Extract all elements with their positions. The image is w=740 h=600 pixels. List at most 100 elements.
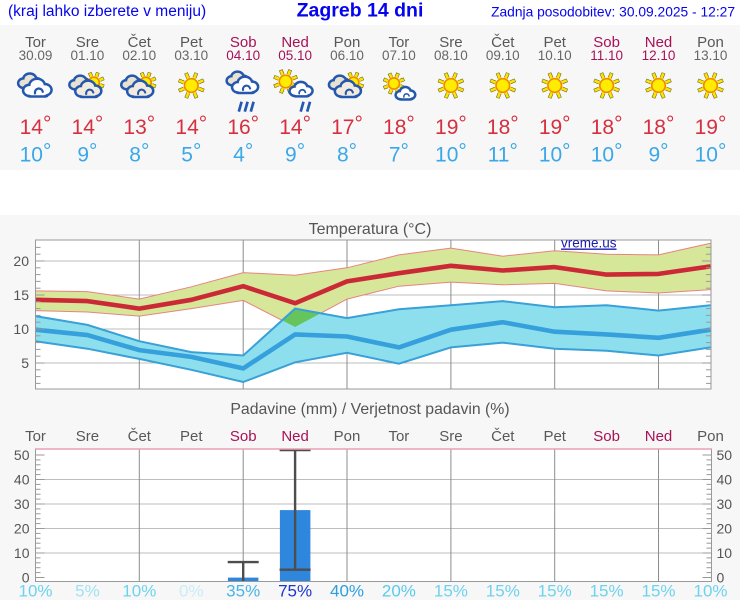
svg-text:10°: 10° bbox=[695, 140, 727, 167]
svg-text:20: 20 bbox=[13, 253, 29, 269]
svg-text:04.10: 04.10 bbox=[226, 48, 260, 63]
svg-text:15%: 15% bbox=[590, 582, 624, 600]
svg-text:17°: 17° bbox=[331, 113, 363, 140]
svg-text:15%: 15% bbox=[538, 582, 572, 600]
svg-text:Čet: Čet bbox=[491, 428, 515, 445]
svg-text:18°: 18° bbox=[383, 113, 415, 140]
svg-text:01.10: 01.10 bbox=[71, 48, 105, 63]
svg-text:Sre: Sre bbox=[439, 428, 462, 445]
svg-text:Pon: Pon bbox=[334, 34, 361, 51]
svg-text:30: 30 bbox=[14, 496, 30, 512]
svg-text:Pon: Pon bbox=[334, 428, 361, 445]
svg-text:15%: 15% bbox=[434, 582, 468, 600]
svg-text:Pon: Pon bbox=[697, 428, 724, 445]
svg-text:5: 5 bbox=[21, 355, 29, 371]
svg-text:Ned: Ned bbox=[281, 428, 309, 445]
svg-text:14°: 14° bbox=[279, 113, 311, 140]
svg-text:75%: 75% bbox=[278, 582, 312, 600]
svg-text:Sre: Sre bbox=[76, 34, 99, 51]
svg-text:10: 10 bbox=[717, 545, 733, 561]
svg-text:10%: 10% bbox=[18, 582, 52, 600]
svg-text:13.10: 13.10 bbox=[694, 48, 728, 63]
svg-text:20: 20 bbox=[14, 521, 30, 537]
svg-text:10°: 10° bbox=[20, 140, 52, 167]
svg-text:18°: 18° bbox=[487, 113, 519, 140]
svg-text:15%: 15% bbox=[486, 582, 520, 600]
svg-text:50: 50 bbox=[717, 447, 733, 463]
svg-text:0: 0 bbox=[717, 570, 725, 586]
svg-text:30: 30 bbox=[717, 496, 733, 512]
svg-text:Ned: Ned bbox=[645, 428, 673, 445]
svg-text:18°: 18° bbox=[643, 113, 675, 140]
svg-text:10.10: 10.10 bbox=[538, 48, 572, 63]
svg-text:19°: 19° bbox=[539, 113, 571, 140]
svg-text:14°: 14° bbox=[20, 113, 52, 140]
svg-text:Sob: Sob bbox=[230, 34, 257, 51]
svg-text:19°: 19° bbox=[435, 113, 467, 140]
svg-text:12.10: 12.10 bbox=[642, 48, 676, 63]
svg-text:Zagreb 14 dni: Zagreb 14 dni bbox=[297, 0, 424, 22]
svg-text:9°: 9° bbox=[648, 140, 668, 167]
svg-text:Ned: Ned bbox=[281, 34, 309, 51]
svg-text:14°: 14° bbox=[72, 113, 104, 140]
svg-text:06.10: 06.10 bbox=[330, 48, 364, 63]
svg-text:Tor: Tor bbox=[388, 34, 409, 51]
svg-text:Sob: Sob bbox=[230, 428, 257, 445]
svg-text:Temperatura (°C): Temperatura (°C) bbox=[309, 221, 432, 238]
svg-text:Pon: Pon bbox=[697, 34, 724, 51]
svg-text:07.10: 07.10 bbox=[382, 48, 416, 63]
svg-text:15%: 15% bbox=[641, 582, 675, 600]
svg-text:Pet: Pet bbox=[543, 34, 566, 51]
svg-text:7°: 7° bbox=[389, 140, 409, 167]
svg-text:09.10: 09.10 bbox=[486, 48, 520, 63]
svg-text:Tor: Tor bbox=[25, 428, 46, 445]
svg-text:10: 10 bbox=[14, 545, 30, 561]
svg-text:13°: 13° bbox=[123, 113, 155, 140]
svg-text:Zadnja posodobitev: 30.09.2025: Zadnja posodobitev: 30.09.2025 - 12:27 bbox=[491, 5, 735, 20]
svg-text:03.10: 03.10 bbox=[174, 48, 208, 63]
svg-text:0%: 0% bbox=[179, 582, 204, 600]
svg-text:Čet: Čet bbox=[128, 428, 152, 445]
svg-text:10: 10 bbox=[13, 321, 29, 337]
svg-text:vreme.us: vreme.us bbox=[561, 236, 617, 251]
svg-text:05.10: 05.10 bbox=[278, 48, 312, 63]
svg-text:9°: 9° bbox=[285, 140, 305, 167]
svg-text:30.09: 30.09 bbox=[19, 48, 53, 63]
svg-text:10%: 10% bbox=[693, 582, 727, 600]
svg-text:08.10: 08.10 bbox=[434, 48, 468, 63]
svg-text:Sre: Sre bbox=[439, 34, 462, 51]
svg-text:Pet: Pet bbox=[180, 428, 203, 445]
svg-text:35%: 35% bbox=[226, 582, 260, 600]
svg-text:(kraj lahko izberete v meniju): (kraj lahko izberete v meniju) bbox=[8, 3, 206, 20]
svg-text:19°: 19° bbox=[695, 113, 727, 140]
svg-text:5°: 5° bbox=[181, 140, 201, 167]
svg-text:10%: 10% bbox=[122, 582, 156, 600]
svg-text:Ned: Ned bbox=[645, 34, 673, 51]
svg-text:Čet: Čet bbox=[491, 34, 515, 51]
svg-text:14°: 14° bbox=[175, 113, 207, 140]
svg-text:10°: 10° bbox=[435, 140, 467, 167]
svg-text:10°: 10° bbox=[539, 140, 571, 167]
svg-text:02.10: 02.10 bbox=[122, 48, 156, 63]
svg-text:Pet: Pet bbox=[180, 34, 203, 51]
svg-text:Sre: Sre bbox=[76, 428, 99, 445]
svg-text:40: 40 bbox=[717, 472, 733, 488]
svg-text:Sob: Sob bbox=[593, 34, 620, 51]
svg-text:20: 20 bbox=[717, 521, 733, 537]
svg-text:9°: 9° bbox=[77, 140, 97, 167]
svg-text:11.10: 11.10 bbox=[590, 48, 623, 63]
svg-text:11°: 11° bbox=[488, 140, 518, 167]
svg-text:8°: 8° bbox=[337, 140, 357, 167]
svg-text:0: 0 bbox=[22, 570, 30, 586]
svg-text:15: 15 bbox=[13, 287, 29, 303]
svg-text:8°: 8° bbox=[129, 140, 149, 167]
svg-text:16°: 16° bbox=[227, 113, 259, 140]
svg-text:20%: 20% bbox=[382, 582, 416, 600]
svg-text:50: 50 bbox=[14, 447, 30, 463]
svg-text:40%: 40% bbox=[330, 582, 364, 600]
svg-text:5%: 5% bbox=[75, 582, 100, 600]
svg-text:4°: 4° bbox=[233, 140, 253, 167]
svg-text:Tor: Tor bbox=[388, 428, 409, 445]
svg-text:Pet: Pet bbox=[543, 428, 566, 445]
svg-text:40: 40 bbox=[14, 472, 30, 488]
